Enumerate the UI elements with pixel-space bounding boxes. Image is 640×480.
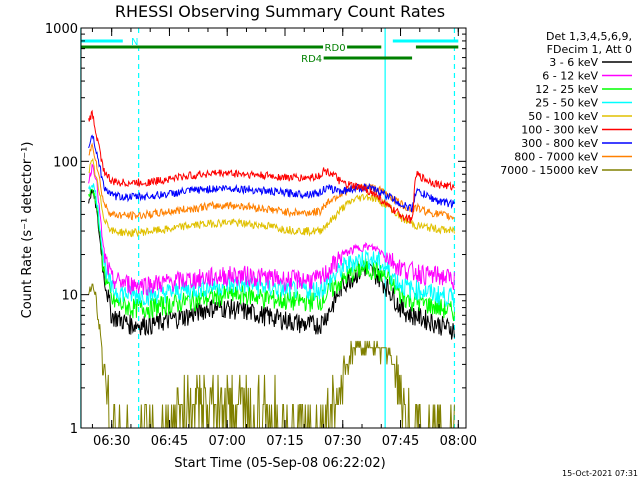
series-line [88,163,455,297]
series-line [88,134,455,213]
x-tick-label: 07:45 [382,434,419,449]
legend-entry-label: 100 - 300 keV [521,124,598,137]
legend-entry-label: 50 - 100 keV [528,110,598,123]
flag-band-label-bg [323,42,348,51]
flag-band-label-bg [299,53,324,62]
flag-band-label: RD4 [301,54,322,65]
y-tick-label: 1000 [45,22,78,37]
flag-band-label: RD0 [325,43,346,54]
y-tick-label: 100 [53,155,78,170]
series-layer [88,109,455,429]
x-tick-label: 06:45 [151,434,188,449]
footer-date: 15-Oct-2021 07:31 [562,469,638,478]
legend-entry-label: 3 - 6 keV [549,56,598,69]
series-line [88,188,455,322]
y-tick-label: 1 [70,422,78,437]
flag-band-label: N [131,37,138,48]
plot-frame [80,27,467,429]
legend-entry-label: 800 - 7000 keV [514,151,598,164]
legend-entry-label: 300 - 800 keV [521,137,598,150]
y-axis-label: Count Rate (s⁻¹ detector⁻¹) [20,142,35,319]
legend: Det 1,3,4,5,6,9, FDecim 1, Att 0 3 - 6 k… [500,30,632,177]
legend-entry-label: 6 - 12 keV [542,70,598,83]
x-axis: 06:30 06:45 07:00 07:15 07:30 07:45 08:00 [91,28,477,449]
legend-entry-label: 25 - 50 keV [535,97,598,110]
chart-title: RHESSI Observing Summary Count Rates [115,2,445,21]
x-axis-label: Start Time (05-Sep-08 06:22:02) [174,456,385,471]
flag-band-label-bg [122,36,147,45]
x-tick-label: 07:15 [266,434,303,449]
x-tick-label: 06:30 [93,434,130,449]
legend-header-line-2: FDecim 1, Att 0 [547,43,632,56]
x-tick-label: 07:00 [208,434,245,449]
y-axis: 1 10 100 1000 [45,22,466,437]
y-tick-label: 10 [61,289,78,304]
series-line [88,283,455,429]
legend-entry-label: 7000 - 15000 keV [500,164,598,177]
legend-header-line-1: Det 1,3,4,5,6,9, [546,30,632,43]
x-tick-label: 07:30 [324,434,361,449]
x-tick-label: 08:00 [440,434,477,449]
series-line [88,142,455,221]
legend-entry-label: 12 - 25 keV [535,83,598,96]
series-line [88,109,455,224]
